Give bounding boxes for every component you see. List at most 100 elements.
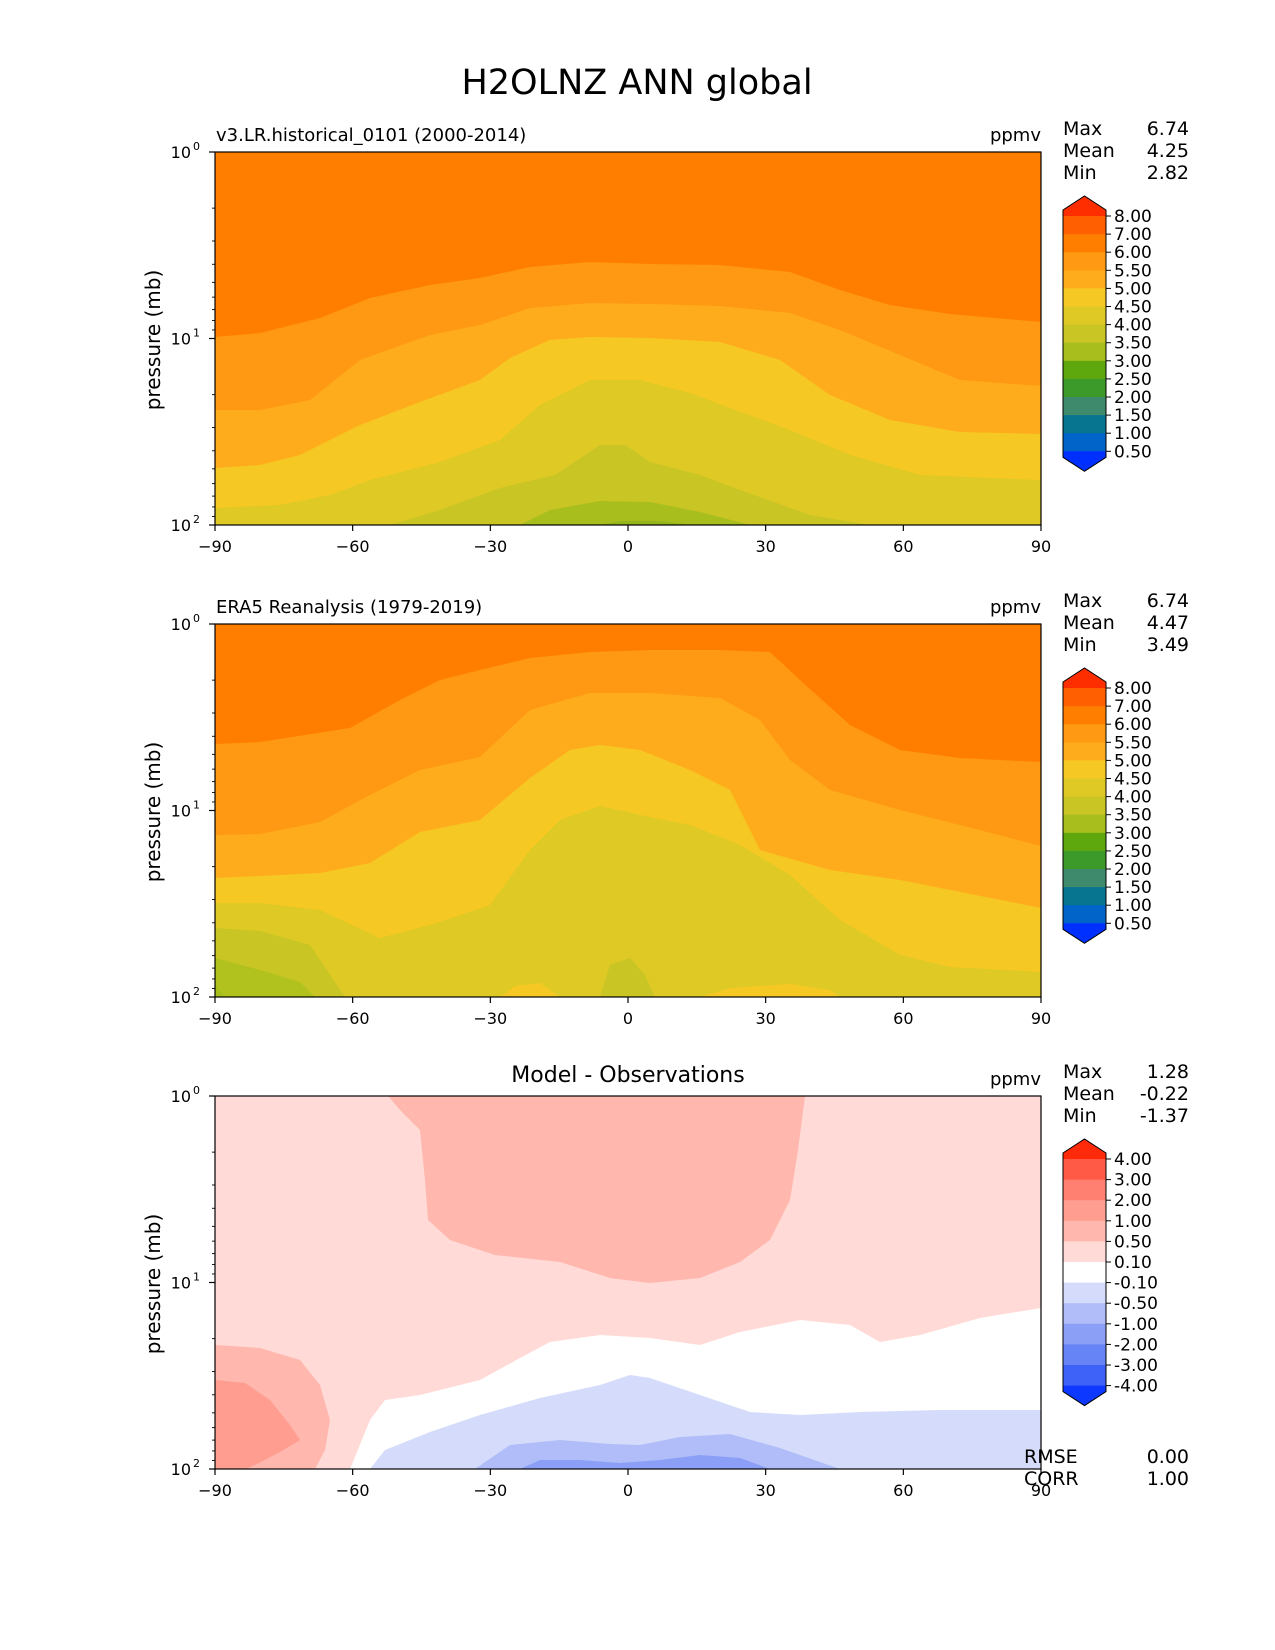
colorbar-band: [1063, 378, 1106, 398]
y-tick-exponent: 0: [193, 1084, 200, 1097]
x-tick-label: −30: [473, 1009, 507, 1028]
colorbar-label: 1.00: [1114, 1212, 1152, 1232]
colorbar-extend-min: [1063, 923, 1106, 944]
x-tick-label: 0: [623, 537, 633, 556]
colorbar-label: 1.50: [1114, 878, 1152, 898]
x-tick-label: 0: [623, 1481, 633, 1500]
x-tick-label: 0: [623, 1009, 633, 1028]
x-axis-ticks: −90 −60 −30 0 30 60 90: [198, 997, 1051, 1028]
colorbar-label: 2.50: [1114, 370, 1152, 390]
contour-fill-level-8: [600, 521, 690, 525]
units-label: ppmv: [990, 597, 1041, 618]
contour-fill-negative-3: [520, 1455, 770, 1469]
contour-fill-level-7: [520, 501, 750, 525]
colorbar-label: 5.50: [1114, 261, 1152, 281]
colorbar-label: 3.50: [1114, 334, 1152, 354]
y-tick-label: 10: [171, 1274, 191, 1293]
stat-mean-label: Mean: [1063, 612, 1115, 634]
stat-max-value: 1.28: [1147, 1061, 1189, 1083]
colorbar-band: [1063, 1262, 1106, 1284]
colorbar-band: [1063, 796, 1106, 816]
colorbar: 8.007.006.005.505.004.504.003.503.002.50…: [1062, 195, 1152, 472]
stat-max-value: 6.74: [1147, 118, 1189, 140]
contour-fill-level-6: [390, 445, 870, 525]
x-tick-label: −90: [198, 1481, 232, 1500]
colorbar-label: 5.50: [1114, 733, 1152, 753]
colorbar-band: [1063, 360, 1106, 380]
stat-max-label: Max: [1063, 590, 1102, 612]
stat-min-label: Min: [1063, 634, 1097, 656]
colorbar-label: 1.00: [1114, 424, 1152, 444]
x-axis-ticks: −90 −60 −30 0 30 60 90: [198, 525, 1051, 556]
colorbar-outline: [1062, 1138, 1107, 1407]
figure-title: H2OLNZ ANN global: [461, 63, 812, 103]
colorbar-label: -0.10: [1114, 1274, 1158, 1294]
colorbar-label: 0.10: [1114, 1253, 1152, 1273]
x-tick-label: 90: [1031, 537, 1051, 556]
colorbar-label: 4.00: [1114, 316, 1152, 336]
colorbar-label: -4.00: [1114, 1377, 1158, 1397]
colorbar-label: 0.50: [1114, 442, 1152, 462]
colorbar-band: [1063, 324, 1106, 344]
panel-title-center: Model - Observations: [511, 1063, 744, 1088]
contour-fill-level-10: [700, 984, 840, 997]
colorbar-band: [1063, 1344, 1106, 1366]
colorbar-label: -1.00: [1114, 1315, 1158, 1335]
rmse-label: RMSE: [1024, 1446, 1078, 1468]
units-label: ppmv: [990, 1069, 1041, 1090]
contour-fill-level-7: [215, 958, 315, 997]
colorbar-label: 3.00: [1114, 352, 1152, 372]
x-tick-label: 90: [1031, 1009, 1051, 1028]
y-axis-label: pressure (mb): [141, 742, 165, 883]
colorbar-label: 7.00: [1114, 225, 1152, 245]
colorbar-label: -0.50: [1114, 1294, 1158, 1314]
colorbar-label: 2.00: [1114, 1191, 1152, 1211]
colorbar-band: [1063, 869, 1106, 888]
x-tick-label: −60: [336, 1481, 370, 1500]
colorbar-band: [1063, 742, 1106, 761]
panel-title-left: ERA5 Reanalysis (1979-2019): [216, 597, 482, 618]
colorbar-label: 4.00: [1114, 788, 1152, 808]
x-tick-label: −30: [473, 537, 507, 556]
colorbar-extend-max: [1063, 1139, 1106, 1159]
y-tick-exponent: 0: [193, 612, 200, 625]
x-tick-label: 30: [755, 1481, 775, 1500]
x-tick-label: 30: [755, 537, 775, 556]
colorbar-extend-max: [1063, 668, 1106, 688]
stat-max-label: Max: [1063, 1061, 1102, 1083]
colorbar-label: -2.00: [1114, 1335, 1158, 1355]
x-tick-label: 90: [1031, 1481, 1051, 1500]
x-tick-label: −60: [336, 1009, 370, 1028]
colorbar-band: [1063, 1365, 1106, 1387]
stat-min-value: -1.37: [1140, 1105, 1189, 1127]
contour-field: [215, 624, 1041, 997]
y-axis-label: pressure (mb): [141, 1214, 165, 1355]
x-tick-label: 60: [893, 537, 913, 556]
stat-mean-label: Mean: [1063, 1083, 1115, 1105]
colorbar-label: 6.00: [1114, 243, 1152, 263]
y-tick-exponent: 0: [193, 140, 200, 153]
colorbar-band: [1063, 1282, 1106, 1304]
colorbar-band: [1063, 905, 1106, 924]
colorbar-band: [1063, 760, 1106, 779]
colorbar-label: 5.00: [1114, 279, 1152, 299]
colorbar-label: 1.50: [1114, 406, 1152, 426]
colorbar-band: [1063, 1200, 1106, 1222]
colorbar-label: 2.00: [1114, 860, 1152, 880]
stat-min-label: Min: [1063, 162, 1097, 184]
colorbar-label: 8.00: [1114, 207, 1152, 227]
colorbar-band: [1063, 216, 1106, 235]
colorbar: 8.007.006.005.505.004.504.003.503.002.50…: [1062, 667, 1152, 944]
units-label: ppmv: [990, 125, 1041, 146]
colorbar-label: 2.50: [1114, 842, 1152, 862]
colorbar-band: [1063, 832, 1106, 852]
x-tick-label: 30: [755, 1009, 775, 1028]
x-tick-label: 60: [893, 1009, 913, 1028]
contour-field: [215, 1096, 1041, 1469]
colorbar-label: 3.00: [1114, 824, 1152, 844]
stat-mean-value: 4.47: [1147, 612, 1189, 634]
